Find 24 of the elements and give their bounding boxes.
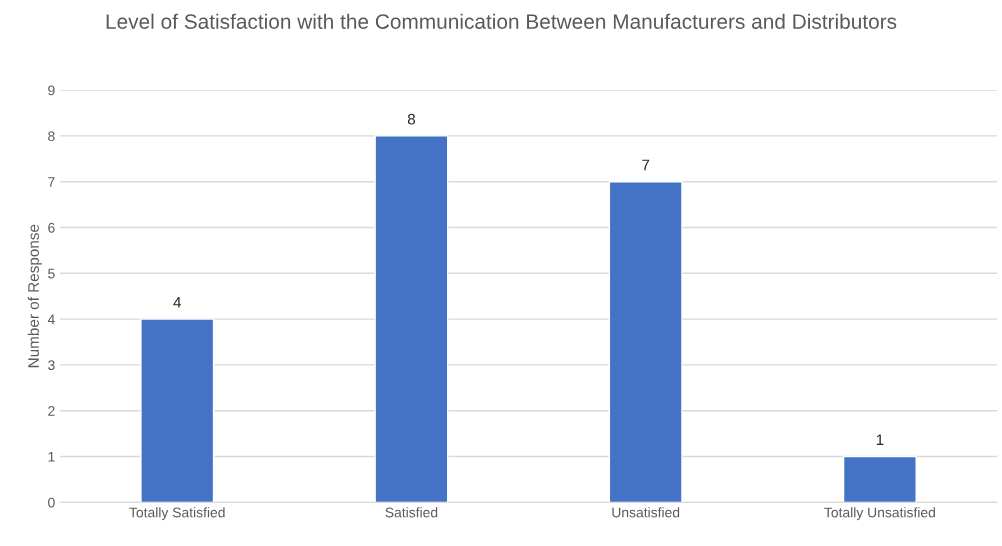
x-tick-label: Totally Satisfied [129, 507, 225, 521]
y-tick-label: 1 [48, 451, 55, 462]
bar [608, 181, 683, 503]
y-tick-label: 4 [47, 314, 55, 325]
y-tick-label: 5 [48, 268, 55, 279]
y-axis-title: Number of Response [27, 224, 42, 368]
x-tick-label: Satisfied [385, 507, 438, 518]
bar [842, 455, 917, 503]
bar [140, 318, 215, 503]
y-tick-label: 8 [48, 131, 55, 142]
data-label: 1 [876, 434, 884, 446]
x-tick-label: Unsatisfied [612, 507, 680, 518]
y-tick-label: 6 [48, 222, 55, 233]
y-tick-label: 0 [48, 497, 55, 508]
data-label: 7 [642, 159, 650, 171]
chart-title: Level of Satisfaction with the Communication Between Manufacturers and Distributors [106, 13, 897, 29]
data-label: 8 [407, 113, 416, 125]
x-tick-label: Totally Unsatisfied [824, 507, 935, 521]
y-tick-label: 2 [48, 406, 55, 416]
data-label: 4 [173, 297, 182, 308]
y-tick-label: 3 [48, 360, 55, 371]
y-tick-label: 9 [48, 85, 55, 96]
y-tick-label: 7 [48, 177, 55, 187]
bar [374, 135, 449, 503]
